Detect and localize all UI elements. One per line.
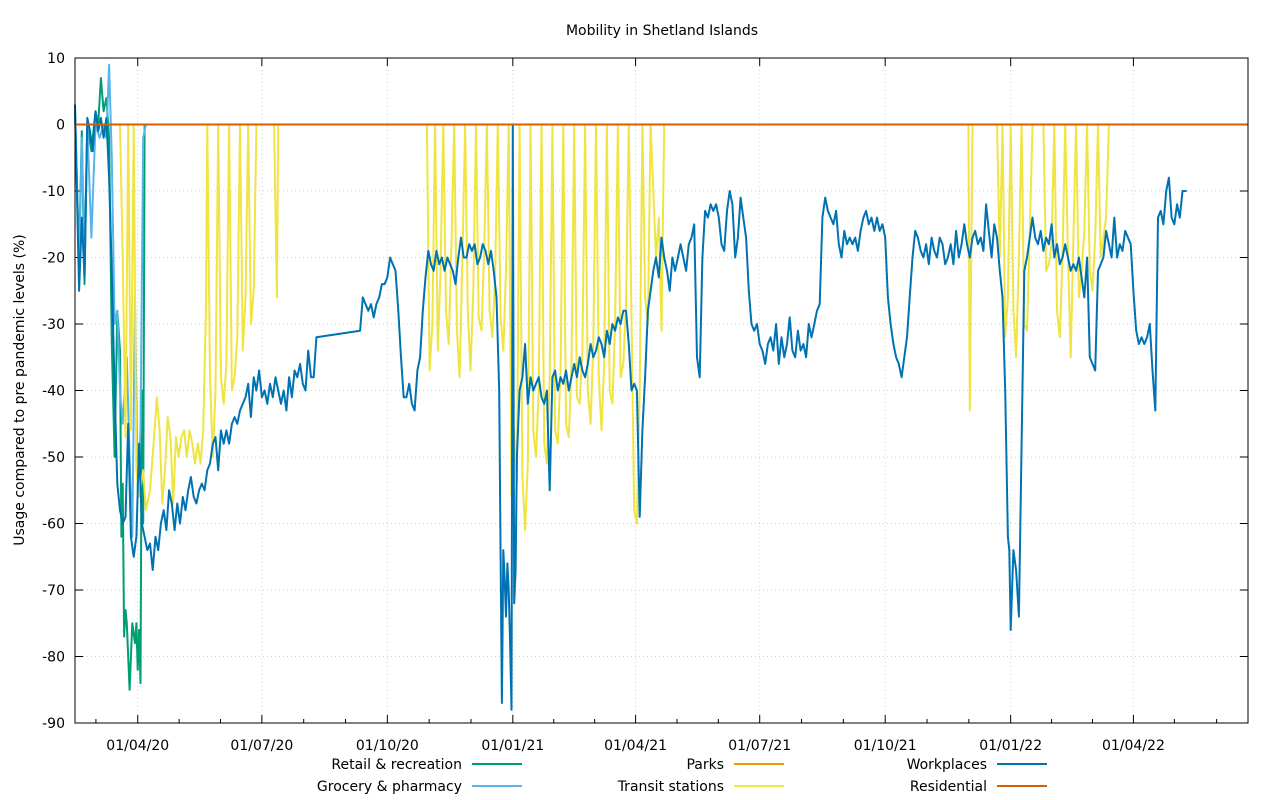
y-tick-label: -70 — [42, 583, 65, 599]
axis-ticks: 10 0 -10 -20 -30 -40 -50 -60 -70 -80 -90 01/04/20 01… — [42, 51, 1248, 754]
y-tick-label: -20 — [42, 251, 65, 267]
y-tick-label: -30 — [42, 317, 65, 333]
series-lines — [74, 63, 1248, 711]
x-tick-label: 01/01/21 — [481, 738, 544, 754]
series-line-retail-recreation — [74, 77, 1248, 691]
series-line-transit-stations — [75, 123, 1248, 532]
y-tick-label: -90 — [42, 716, 65, 732]
legend-label-transit-stations: Transit stations — [617, 779, 724, 795]
y-axis-label: Usage compared to pre pandemic levels (%… — [12, 234, 28, 546]
x-tick-label: 01/04/20 — [106, 738, 169, 754]
y-tick-label: 10 — [47, 51, 65, 67]
grid-lines — [75, 57, 1248, 724]
y-tick-label: -80 — [42, 650, 65, 666]
x-tick-label: 01/07/21 — [728, 738, 791, 754]
legend-label-residential: Residential — [910, 779, 987, 795]
legend-label-retail-recreation: Retail & recreation — [331, 757, 462, 773]
legend: Retail & recreation Grocery & pharmacy Par… — [317, 757, 1047, 795]
x-tick-label: 01/07/20 — [230, 738, 293, 754]
legend-label-parks: Parks — [686, 757, 724, 773]
y-tick-label: 0 — [56, 118, 65, 134]
x-tick-label: 01/10/21 — [854, 738, 917, 754]
plot-frame — [74, 57, 1249, 724]
legend-label-grocery-pharmacy: Grocery & pharmacy — [317, 779, 462, 795]
y-tick-label: -60 — [42, 517, 65, 533]
legend-label-workplaces: Workplaces — [907, 757, 987, 773]
x-tick-label: 01/04/22 — [1102, 738, 1165, 754]
y-tick-label: -10 — [42, 184, 65, 200]
series-line-workplaces — [74, 104, 1187, 711]
x-tick-label: 01/01/22 — [979, 738, 1042, 754]
x-tick-label: 01/10/20 — [356, 738, 419, 754]
y-tick-label: -50 — [42, 450, 65, 466]
x-tick-label: 01/04/21 — [604, 738, 667, 754]
y-tick-label: -40 — [42, 384, 65, 400]
chart-title: Mobility in Shetland Islands — [566, 23, 758, 39]
